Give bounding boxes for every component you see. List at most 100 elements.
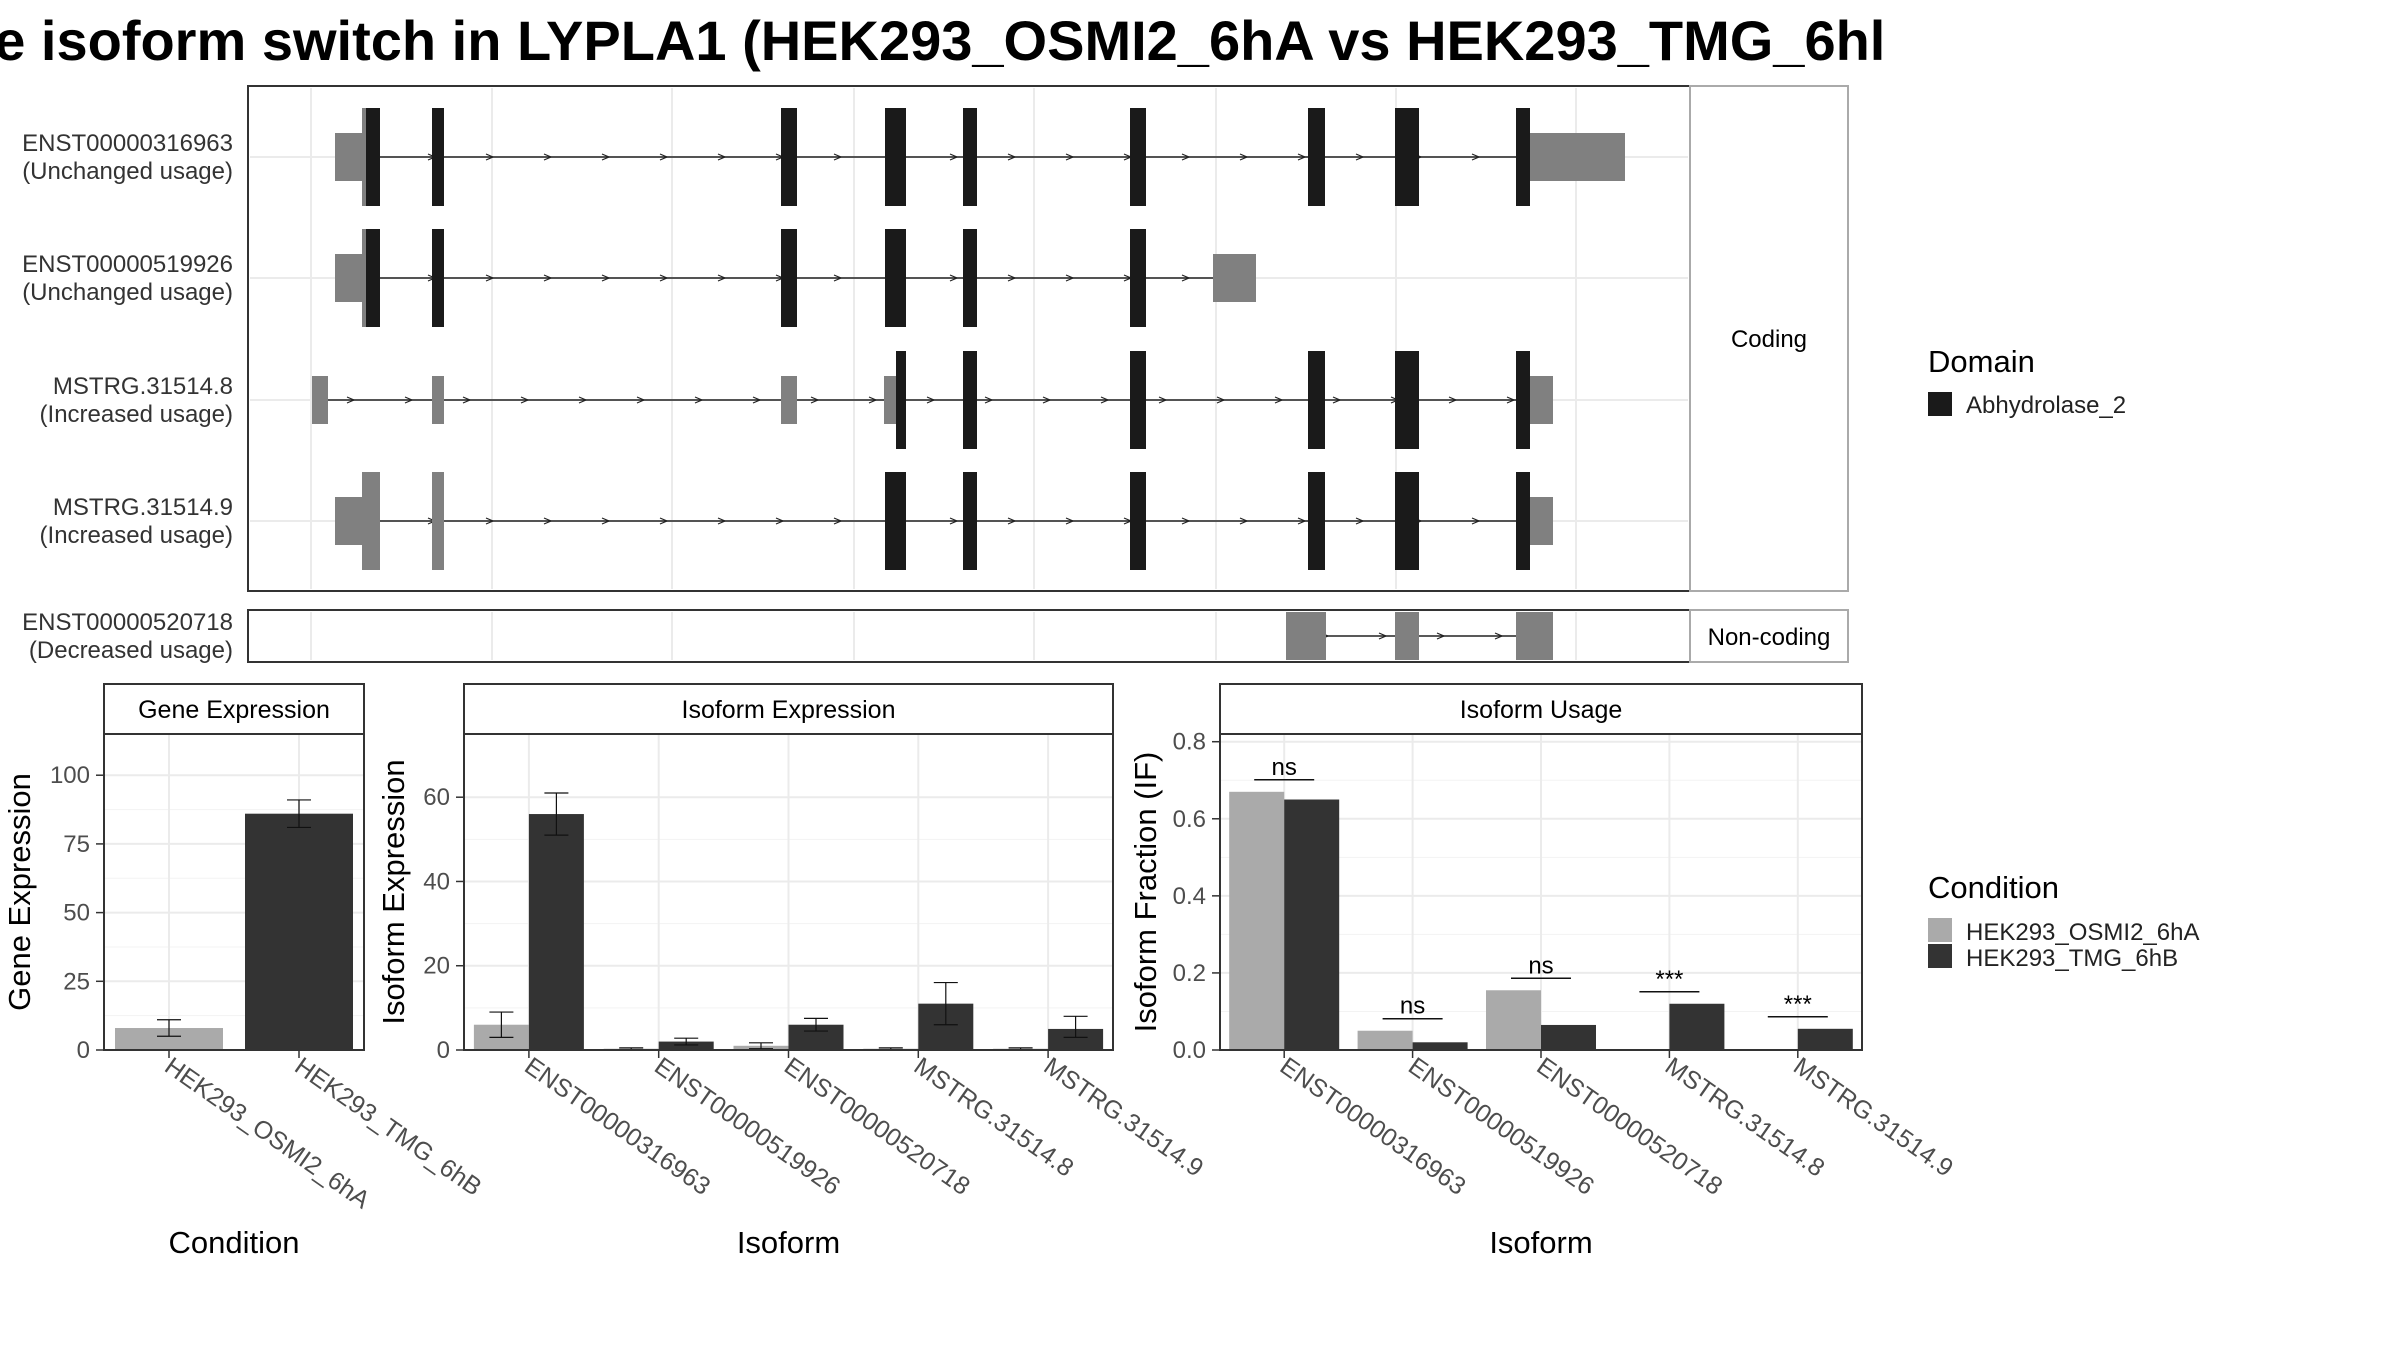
panel-title: Gene Expression <box>138 696 330 724</box>
facet-label-coding: Coding <box>1731 326 1807 353</box>
strand-arrow-icon <box>833 274 843 282</box>
strand-arrow-icon <box>752 396 762 404</box>
utr-exon <box>432 472 444 570</box>
strand-arrow-icon <box>984 396 994 404</box>
bar <box>1357 1030 1413 1050</box>
utr-exon <box>335 254 366 302</box>
domain-exon <box>963 229 977 327</box>
transcript-id-label: ENST00000519926 <box>22 251 233 278</box>
domain-exon <box>1308 472 1325 570</box>
domain-exon <box>1130 229 1146 327</box>
strand-arrow-icon <box>1378 632 1388 640</box>
strand-arrow-icon <box>949 153 959 161</box>
utr-exon <box>781 376 797 424</box>
strand-arrow-icon <box>485 517 495 525</box>
bar <box>1048 1028 1104 1050</box>
strand-arrow-icon <box>601 517 611 525</box>
strand-arrow-icon <box>462 396 472 404</box>
transcript-usage-label: (Increased usage) <box>40 401 233 428</box>
y-tick-label: 0.2 <box>1173 960 1206 987</box>
strand-arrow-icon <box>543 274 553 282</box>
facet-label-noncoding: Non-coding <box>1708 624 1831 651</box>
condition-legend-swatch <box>1928 918 1952 942</box>
strand-arrow-icon <box>694 396 704 404</box>
strand-arrow-icon <box>1042 396 1052 404</box>
significance-label: ns <box>1528 952 1553 979</box>
panel-strip <box>463 683 1114 735</box>
y-tick-label: 60 <box>423 784 450 811</box>
x-axis-title: Isoform <box>1489 1225 1592 1260</box>
bar <box>245 813 353 1050</box>
x-tick-label: HEK293_OSMI2_6hA <box>160 1052 376 1215</box>
utr-exon <box>1516 612 1553 660</box>
bar <box>1797 1028 1853 1050</box>
domain-exon <box>1130 108 1146 206</box>
panel-border <box>103 733 365 1051</box>
strand-arrow-icon <box>1471 517 1481 525</box>
transcript-id-label: ENST00000520718 <box>22 609 233 636</box>
utr-exon <box>362 108 366 206</box>
significance-label: *** <box>1655 966 1683 993</box>
utr-exon <box>1530 376 1553 424</box>
y-tick-label: 0.6 <box>1173 806 1206 833</box>
condition-legend-title: Condition <box>1928 870 2059 905</box>
strand-arrow-icon <box>659 517 669 525</box>
utr-exon <box>432 376 444 424</box>
domain-exon <box>885 229 906 327</box>
domain-exon <box>963 351 977 449</box>
strand-arrow-icon <box>1065 153 1075 161</box>
y-tick-label: 25 <box>63 968 90 995</box>
domain-exon <box>1308 108 1325 206</box>
strand-arrow-icon <box>1297 153 1307 161</box>
utr-exon <box>884 376 896 424</box>
strand-arrow-icon <box>1007 517 1017 525</box>
strand-arrow-icon <box>404 396 414 404</box>
domain-exon <box>896 351 906 449</box>
strand-arrow-icon <box>833 517 843 525</box>
domain-exon <box>366 229 380 327</box>
strand-arrow-icon <box>1181 153 1191 161</box>
utr-exon <box>1530 133 1625 181</box>
y-tick-label: 0.0 <box>1173 1037 1206 1064</box>
strand-arrow-icon <box>949 274 959 282</box>
strand-arrow-icon <box>1181 274 1191 282</box>
facet-strip-noncoding <box>1689 609 1849 663</box>
strand-arrow-icon <box>717 153 727 161</box>
y-tick-label: 50 <box>63 900 90 927</box>
condition-legend-swatch <box>1928 944 1952 968</box>
domain-exon <box>432 229 444 327</box>
facet-strip-coding <box>1689 85 1849 592</box>
panel-strip <box>1219 683 1863 735</box>
x-axis-title: Condition <box>169 1225 300 1260</box>
domain-exon <box>885 472 906 570</box>
strand-arrow-icon <box>1448 396 1458 404</box>
y-axis-title: Isoform Fraction (IF) <box>1128 752 1163 1033</box>
domain-exon <box>963 472 977 570</box>
utr-exon <box>312 376 328 424</box>
strand-arrow-icon <box>1065 274 1075 282</box>
x-axis-title: Isoform <box>737 1225 840 1260</box>
domain-legend-swatch <box>1928 392 1952 416</box>
domain-exon <box>432 108 444 206</box>
strand-arrow-icon <box>1007 153 1017 161</box>
domain-exon <box>885 108 906 206</box>
transcript-id-label: ENST00000316963 <box>22 130 233 157</box>
transcript-usage-label: (Unchanged usage) <box>22 279 233 306</box>
domain-exon <box>366 108 380 206</box>
strand-arrow-icon <box>1239 153 1249 161</box>
strand-arrow-icon <box>1332 396 1342 404</box>
y-tick-label: 0 <box>77 1037 90 1064</box>
strand-arrow-icon <box>543 153 553 161</box>
domain-exon <box>1308 351 1325 449</box>
strand-arrow-icon <box>810 396 820 404</box>
domain-exon <box>1516 351 1530 449</box>
domain-exon <box>1395 108 1419 206</box>
bar <box>1284 799 1340 1050</box>
domain-exon <box>1516 472 1530 570</box>
chart-title: he isoform switch in LYPLA1 (HEK293_OSMI… <box>0 9 1886 72</box>
strand-arrow-icon <box>636 396 646 404</box>
domain-exon <box>1395 472 1419 570</box>
y-axis-title: Gene Expression <box>2 773 37 1011</box>
bar <box>115 1028 223 1050</box>
y-tick-label: 40 <box>423 868 450 895</box>
